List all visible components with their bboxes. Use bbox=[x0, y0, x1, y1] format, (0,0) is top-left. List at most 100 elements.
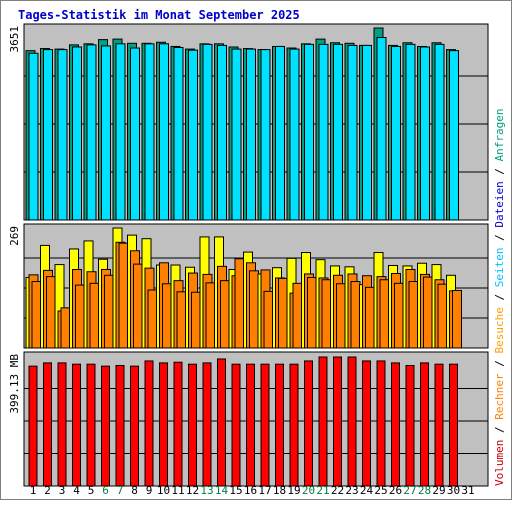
bar-volumen-day-12 bbox=[188, 363, 197, 487]
bar-volumen-day-24 bbox=[362, 360, 371, 487]
bar-volumen-day-26 bbox=[391, 362, 400, 487]
day-label: 8 bbox=[131, 484, 138, 497]
bar-dateien-day-10 bbox=[159, 43, 169, 221]
day-label: 5 bbox=[88, 484, 95, 497]
day-label: 15 bbox=[229, 484, 242, 497]
bar-volumen-day-30 bbox=[449, 363, 458, 487]
bar-volumen-day-1 bbox=[28, 365, 38, 487]
bar-dateien-day-25 bbox=[376, 37, 387, 221]
bar-volumen-day-13 bbox=[202, 362, 212, 487]
bar-rechner-day-1 bbox=[31, 281, 42, 349]
day-label: 9 bbox=[146, 484, 153, 497]
bar-rechner-day-28 bbox=[423, 276, 433, 349]
panel-max-label: 269 bbox=[8, 226, 21, 246]
day-label: 6 bbox=[102, 484, 109, 497]
bar-volumen-day-14 bbox=[217, 358, 226, 487]
bar-rechner-day-11 bbox=[176, 291, 187, 349]
bar-volumen-day-25 bbox=[376, 360, 386, 487]
bar-dateien-day-6 bbox=[101, 45, 111, 221]
legend-item-rechner: Rechner bbox=[493, 373, 506, 420]
bar-dateien-day-23 bbox=[347, 44, 358, 221]
bar-rechner-day-27 bbox=[408, 281, 419, 349]
bar-volumen-day-11 bbox=[173, 361, 183, 487]
day-label: 29 bbox=[432, 484, 445, 497]
day-label: 28 bbox=[418, 484, 431, 497]
bar-volumen-day-29 bbox=[434, 363, 444, 487]
day-label: 24 bbox=[360, 484, 374, 497]
legend-separator: / bbox=[493, 161, 506, 181]
bar-dateien-day-30 bbox=[449, 50, 459, 221]
bar-volumen-day-7 bbox=[115, 364, 125, 487]
bar-volumen-day-9 bbox=[144, 360, 154, 487]
bar-rechner-day-22 bbox=[336, 283, 346, 349]
bar-dateien-day-9 bbox=[144, 43, 155, 221]
legend-separator: / bbox=[493, 287, 506, 307]
bar-dateien-day-18 bbox=[275, 45, 285, 221]
bar-dateien-day-28 bbox=[420, 46, 430, 221]
legend-item-dateien: Dateien bbox=[493, 181, 506, 227]
bar-dateien-day-15 bbox=[231, 48, 242, 221]
day-label: 16 bbox=[244, 484, 257, 497]
bar-dateien-day-17 bbox=[260, 49, 271, 221]
legend-item-seiten: Seiten bbox=[493, 248, 506, 288]
bar-rechner-day-30 bbox=[452, 289, 462, 349]
bar-rechner-day-15 bbox=[234, 258, 245, 349]
day-label: 31 bbox=[461, 484, 474, 497]
bar-volumen-day-27 bbox=[405, 364, 415, 487]
bar-rechner-day-9 bbox=[147, 289, 158, 349]
day-label: 22 bbox=[331, 484, 344, 497]
bar-rechner-day-8 bbox=[133, 263, 143, 349]
legend-item-besuche: Besuche bbox=[493, 307, 506, 353]
bar-rechner-day-17 bbox=[263, 290, 274, 349]
day-label: 17 bbox=[258, 484, 271, 497]
day-label: 18 bbox=[273, 484, 286, 497]
legend-item-anfragen: Anfragen bbox=[493, 108, 506, 161]
bar-dateien-day-21 bbox=[318, 43, 329, 221]
day-label: 14 bbox=[215, 484, 229, 497]
bar-dateien-day-14 bbox=[217, 44, 227, 221]
bar-volumen-day-2 bbox=[43, 362, 52, 487]
bar-volumen-day-3 bbox=[57, 362, 67, 487]
day-label: 25 bbox=[374, 484, 387, 497]
bar-dateien-day-7 bbox=[115, 43, 126, 221]
bar-volumen-day-10 bbox=[159, 362, 168, 487]
bar-rechner-day-16 bbox=[249, 270, 259, 349]
bar-rechner-day-14 bbox=[220, 280, 230, 349]
day-label: 2 bbox=[44, 484, 51, 497]
bar-dateien-day-11 bbox=[173, 47, 184, 221]
bar-volumen-day-21 bbox=[318, 356, 328, 487]
bar-dateien-day-13 bbox=[202, 43, 213, 221]
bar-dateien-day-12 bbox=[188, 49, 198, 221]
bar-dateien-day-16 bbox=[246, 48, 256, 221]
bar-rechner-day-25 bbox=[379, 279, 390, 349]
bar-rechner-day-10 bbox=[162, 283, 172, 349]
bar-dateien-day-3 bbox=[57, 49, 68, 221]
panel-max-label: 399.13 MB bbox=[8, 354, 21, 414]
panel-max-label: 3651 bbox=[8, 26, 21, 53]
bar-rechner-day-7 bbox=[118, 242, 129, 349]
bar-rechner-day-2 bbox=[46, 276, 56, 349]
chart-title: Tages-Statistik im Monat September 2025 bbox=[18, 8, 300, 22]
bar-rechner-day-12 bbox=[191, 291, 201, 349]
bar-dateien-day-5 bbox=[86, 44, 97, 221]
legend-separator: / bbox=[493, 354, 506, 374]
day-label: 20 bbox=[302, 484, 315, 497]
bar-volumen-day-20 bbox=[304, 360, 313, 487]
bar-volumen-day-28 bbox=[420, 362, 429, 487]
bar-volumen-day-19 bbox=[289, 363, 299, 487]
bar-volumen-day-15 bbox=[231, 363, 241, 487]
day-label: 30 bbox=[447, 484, 460, 497]
day-label: 26 bbox=[389, 484, 402, 497]
day-label: 12 bbox=[186, 484, 199, 497]
bar-dateien-day-22 bbox=[333, 43, 343, 221]
day-label: 10 bbox=[157, 484, 170, 497]
bar-volumen-day-16 bbox=[246, 363, 255, 487]
day-label: 13 bbox=[200, 484, 213, 497]
day-label: 1 bbox=[30, 484, 37, 497]
bar-volumen-day-17 bbox=[260, 363, 270, 487]
bar-volumen-day-18 bbox=[275, 363, 284, 487]
bar-volumen-day-5 bbox=[86, 363, 96, 487]
legend-item-volumen: Volumen bbox=[493, 440, 506, 486]
bar-dateien-day-20 bbox=[304, 43, 314, 221]
